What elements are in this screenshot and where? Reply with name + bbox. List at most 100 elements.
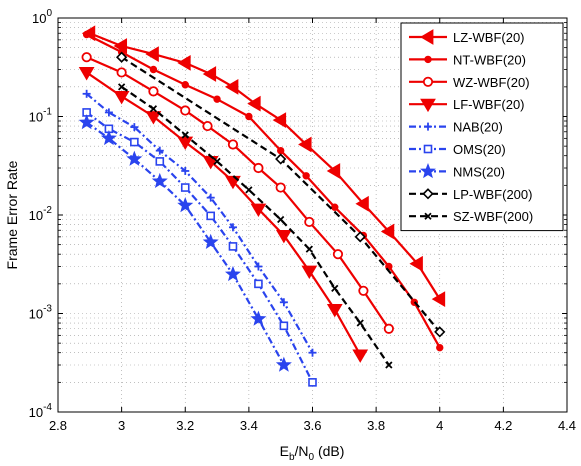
data-point-lp-wbf-200 (275, 153, 287, 165)
data-point-wz-wbf-20 (81, 52, 92, 63)
legend-item-sz-wbf-200: SZ-WBF(200) (409, 209, 533, 224)
data-point-lp-wbf-200 (434, 326, 446, 338)
data-point-nab-20 (254, 262, 263, 271)
data-point-wz-wbf-20 (358, 285, 369, 296)
data-point-sz-wbf-200-b (331, 284, 339, 292)
series-oms-20 (82, 108, 317, 387)
data-point-lz-wbf-20 (224, 78, 239, 95)
x-tick-label: 3.2 (176, 418, 194, 433)
data-point-sz-wbf-200 (277, 215, 285, 224)
series-line-oms-20 (85, 111, 314, 383)
data-point-nms-20 (177, 197, 194, 213)
data-point-nt-wbf-20 (213, 95, 221, 103)
data-point-lf-wbf-20 (78, 67, 95, 81)
series-lz-wbf-20 (81, 25, 446, 307)
data-point-sz-wbf-200 (117, 83, 126, 91)
legend-item-nab-20: NAB(20) (409, 120, 503, 135)
legend-marker-b (424, 212, 432, 220)
data-point-lz-wbf-20 (247, 95, 261, 112)
x-tick-label: 4.2 (494, 418, 512, 433)
legend-marker (424, 55, 432, 64)
data-point-lf-wbf-20 (301, 265, 318, 279)
data-point-sz-wbf-200 (245, 186, 253, 194)
data-point-nt-wbf-20 (149, 65, 158, 74)
data-point-sz-wbf-200-b (385, 361, 393, 369)
data-point-sz-wbf-200 (213, 157, 221, 166)
data-point-nt-wbf-20 (181, 81, 189, 89)
series-nt-wbf-20 (82, 30, 444, 352)
legend-marker (424, 212, 432, 220)
legend-marker (420, 98, 436, 113)
x-axis-label-sub1: b (289, 452, 295, 463)
data-point-wz-wbf-20 (304, 216, 315, 228)
data-point-oms-20 (155, 157, 165, 166)
data-point-sz-wbf-200 (385, 361, 393, 369)
x-axis-label-tail: (dB) (314, 443, 344, 459)
legend-label: NAB(20) (453, 120, 503, 135)
data-point-nab-20 (181, 166, 190, 175)
x-tick-label: 4.4 (558, 418, 576, 433)
y-tick-label: 10-2 (29, 205, 53, 223)
data-point-sz-wbf-200 (356, 319, 364, 327)
series-group (78, 25, 446, 387)
data-point-lf-wbf-20 (326, 304, 343, 318)
legend-label: LP-WBF(200) (453, 187, 532, 202)
data-point-wz-wbf-20 (180, 105, 191, 116)
series-lf-wbf-20 (78, 67, 369, 363)
data-point-lz-wbf-20 (272, 112, 287, 128)
data-point-lp-wbf-200 (354, 231, 366, 243)
data-point-nms-20 (126, 150, 143, 166)
legend-marker (424, 122, 432, 131)
legend-item-nms-20: NMS(20) (409, 163, 505, 179)
data-point-wz-wbf-20 (148, 86, 159, 97)
legend-marker (422, 188, 434, 200)
data-point-nt-wbf-20 (82, 30, 91, 39)
data-point-oms-20 (308, 378, 317, 387)
data-point-lz-wbf-20 (380, 223, 395, 240)
legend-marker (422, 76, 434, 87)
legend-marker (423, 144, 433, 154)
legend-label: NMS(20) (453, 164, 505, 179)
data-point-nab-20 (104, 108, 113, 117)
data-point-sz-wbf-200-b (277, 215, 285, 224)
legend-item-lz-wbf-20: LZ-WBF(20) (409, 29, 525, 45)
legend-item-nt-wbf-20: NT-WBF(20) (409, 52, 526, 67)
data-point-nt-wbf-20 (331, 203, 339, 211)
data-point-sz-wbf-200-b (305, 245, 313, 253)
legend-label: OMS(20) (453, 142, 506, 157)
data-point-sz-wbf-200-b (117, 83, 126, 91)
data-point-wz-wbf-20 (275, 182, 286, 193)
x-tick-label: 3 (118, 418, 125, 433)
data-point-lz-wbf-20 (202, 66, 217, 82)
data-point-sz-wbf-200-b (213, 157, 221, 166)
data-point-sz-wbf-200-b (149, 105, 158, 113)
data-point-oms-20 (180, 183, 190, 192)
data-point-sz-wbf-200 (331, 284, 339, 292)
legend-label: SZ-WBF(200) (453, 209, 533, 224)
data-point-nab-20 (155, 146, 164, 155)
data-point-sz-wbf-200-b (245, 186, 253, 194)
x-axis-label-main: E (280, 443, 289, 459)
data-point-nt-wbf-20 (302, 172, 310, 180)
data-point-nms-20 (275, 356, 292, 372)
data-point-oms-20 (228, 242, 238, 251)
series-sz-wbf-200 (117, 83, 393, 369)
data-point-lz-wbf-20 (431, 291, 446, 307)
x-axis-label-mid: /N (295, 443, 309, 459)
data-point-nt-wbf-20 (276, 146, 285, 155)
x-axis-label: Eb/N0 (dB) (280, 443, 345, 463)
y-tick-label: 10-3 (29, 304, 53, 322)
data-point-lf-wbf-20 (113, 90, 130, 105)
ticks: 2.8 3 3.2 3.4 3.6 3.8 4 4.2 4.4 100 10-1 10-2 10-3 10… (29, 8, 576, 433)
x-tick-label: 3.8 (367, 418, 385, 433)
data-point-lf-wbf-20 (275, 230, 292, 244)
y-tick-label: 10-4 (29, 402, 53, 420)
y-tick-label: 100 (32, 8, 52, 26)
data-point-lf-wbf-20 (177, 136, 194, 151)
data-point-nms-20 (78, 114, 95, 130)
y-axis-label: Frame Error Rate (4, 160, 20, 269)
data-point-sz-wbf-200-b (181, 131, 189, 139)
legend: LZ-WBF(20) NT-WBF(20) WZ-WBF(20) LF-WBF(20)… (400, 22, 564, 232)
data-point-lf-wbf-20 (145, 111, 162, 125)
x-tick-label: 3.6 (303, 418, 321, 433)
